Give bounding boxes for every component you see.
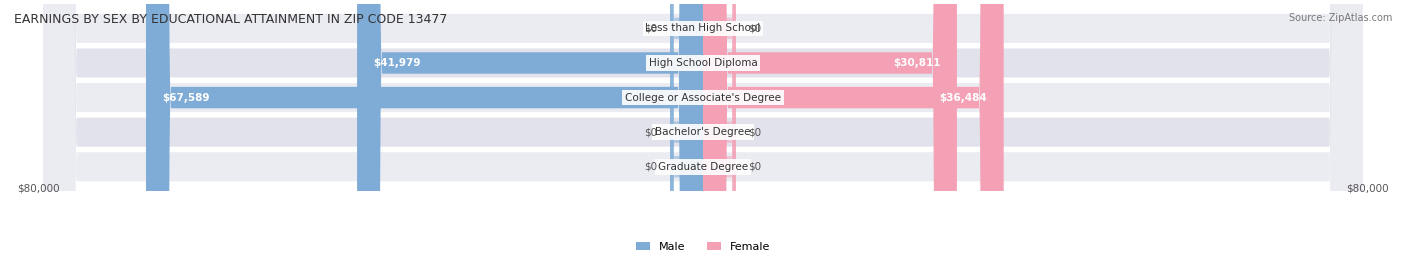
- Text: $0: $0: [644, 23, 658, 34]
- FancyBboxPatch shape: [671, 0, 703, 268]
- FancyBboxPatch shape: [671, 0, 703, 268]
- FancyBboxPatch shape: [44, 0, 1362, 268]
- Text: EARNINGS BY SEX BY EDUCATIONAL ATTAINMENT IN ZIP CODE 13477: EARNINGS BY SEX BY EDUCATIONAL ATTAINMEN…: [14, 13, 447, 27]
- Text: $0: $0: [644, 162, 658, 172]
- Text: $0: $0: [748, 127, 762, 137]
- FancyBboxPatch shape: [146, 0, 703, 268]
- FancyBboxPatch shape: [44, 0, 1362, 268]
- FancyBboxPatch shape: [671, 0, 703, 268]
- FancyBboxPatch shape: [703, 0, 735, 268]
- FancyBboxPatch shape: [44, 0, 1362, 268]
- Text: $0: $0: [644, 127, 658, 137]
- FancyBboxPatch shape: [357, 0, 703, 268]
- FancyBboxPatch shape: [44, 0, 1362, 268]
- FancyBboxPatch shape: [44, 0, 1362, 268]
- Text: $0: $0: [748, 23, 762, 34]
- Text: $36,484: $36,484: [939, 92, 987, 103]
- FancyBboxPatch shape: [703, 0, 1004, 268]
- Text: College or Associate's Degree: College or Associate's Degree: [626, 92, 780, 103]
- FancyBboxPatch shape: [703, 0, 735, 268]
- Text: $0: $0: [748, 162, 762, 172]
- Text: $41,979: $41,979: [374, 58, 420, 68]
- Text: Graduate Degree: Graduate Degree: [658, 162, 748, 172]
- FancyBboxPatch shape: [703, 0, 957, 268]
- Text: Bachelor's Degree: Bachelor's Degree: [655, 127, 751, 137]
- Text: $80,000: $80,000: [1346, 183, 1389, 193]
- Text: High School Diploma: High School Diploma: [648, 58, 758, 68]
- Text: Source: ZipAtlas.com: Source: ZipAtlas.com: [1288, 13, 1392, 23]
- Text: Less than High School: Less than High School: [645, 23, 761, 34]
- Legend: Male, Female: Male, Female: [631, 237, 775, 256]
- Text: $30,811: $30,811: [893, 58, 941, 68]
- Text: $80,000: $80,000: [17, 183, 60, 193]
- FancyBboxPatch shape: [703, 0, 735, 268]
- Text: $67,589: $67,589: [163, 92, 209, 103]
